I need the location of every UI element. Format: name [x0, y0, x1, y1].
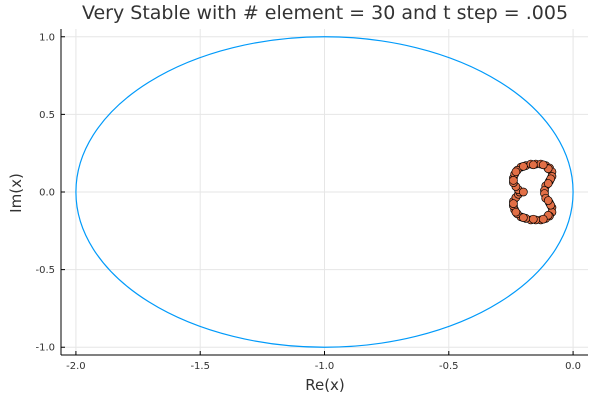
y-tick-label: -0.5 [35, 265, 55, 276]
scatter-point [519, 162, 528, 171]
scatter-point [543, 179, 553, 188]
x-tick-label: 0.0 [565, 361, 581, 372]
x-tick-label: -0.5 [439, 361, 459, 372]
y-ticks: -1.0 -0.5 0.0 0.5 1.0 [35, 32, 65, 354]
x-tick-label: -1.5 [190, 361, 210, 372]
scatter-point [543, 196, 553, 205]
y-axis-label: Im(x) [7, 173, 25, 213]
scatter-point [538, 160, 548, 170]
x-tick-label: -2.0 [66, 361, 86, 372]
chart-title: Very Stable with # element = 30 and t st… [82, 2, 568, 24]
scatter-point [509, 176, 518, 185]
scatter-point [519, 213, 528, 222]
scatter-point [538, 214, 548, 224]
scatter-point [519, 187, 528, 197]
circle-series-line [75, 36, 574, 348]
scatter-point [509, 199, 518, 208]
scatter-point [528, 214, 538, 224]
x-ticks: -2.0 -1.5 -1.0 -0.5 0.0 [66, 351, 581, 372]
plot-area [75, 36, 574, 348]
grid [61, 29, 588, 355]
x-tick-label: -1.0 [315, 361, 335, 372]
x-axis-label: Re(x) [305, 376, 345, 394]
scatter-point [511, 167, 521, 177]
y-tick-label: 0.0 [39, 188, 55, 199]
y-tick-label: -1.0 [35, 343, 55, 354]
scatter-point [511, 207, 521, 217]
scatter-point [528, 160, 538, 170]
y-tick-label: 1.0 [39, 32, 55, 43]
y-tick-label: 0.5 [39, 110, 55, 121]
